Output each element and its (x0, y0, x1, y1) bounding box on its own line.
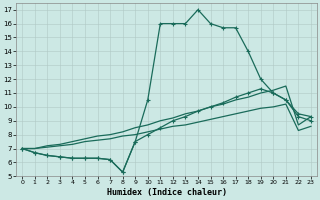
X-axis label: Humidex (Indice chaleur): Humidex (Indice chaleur) (107, 188, 227, 197)
